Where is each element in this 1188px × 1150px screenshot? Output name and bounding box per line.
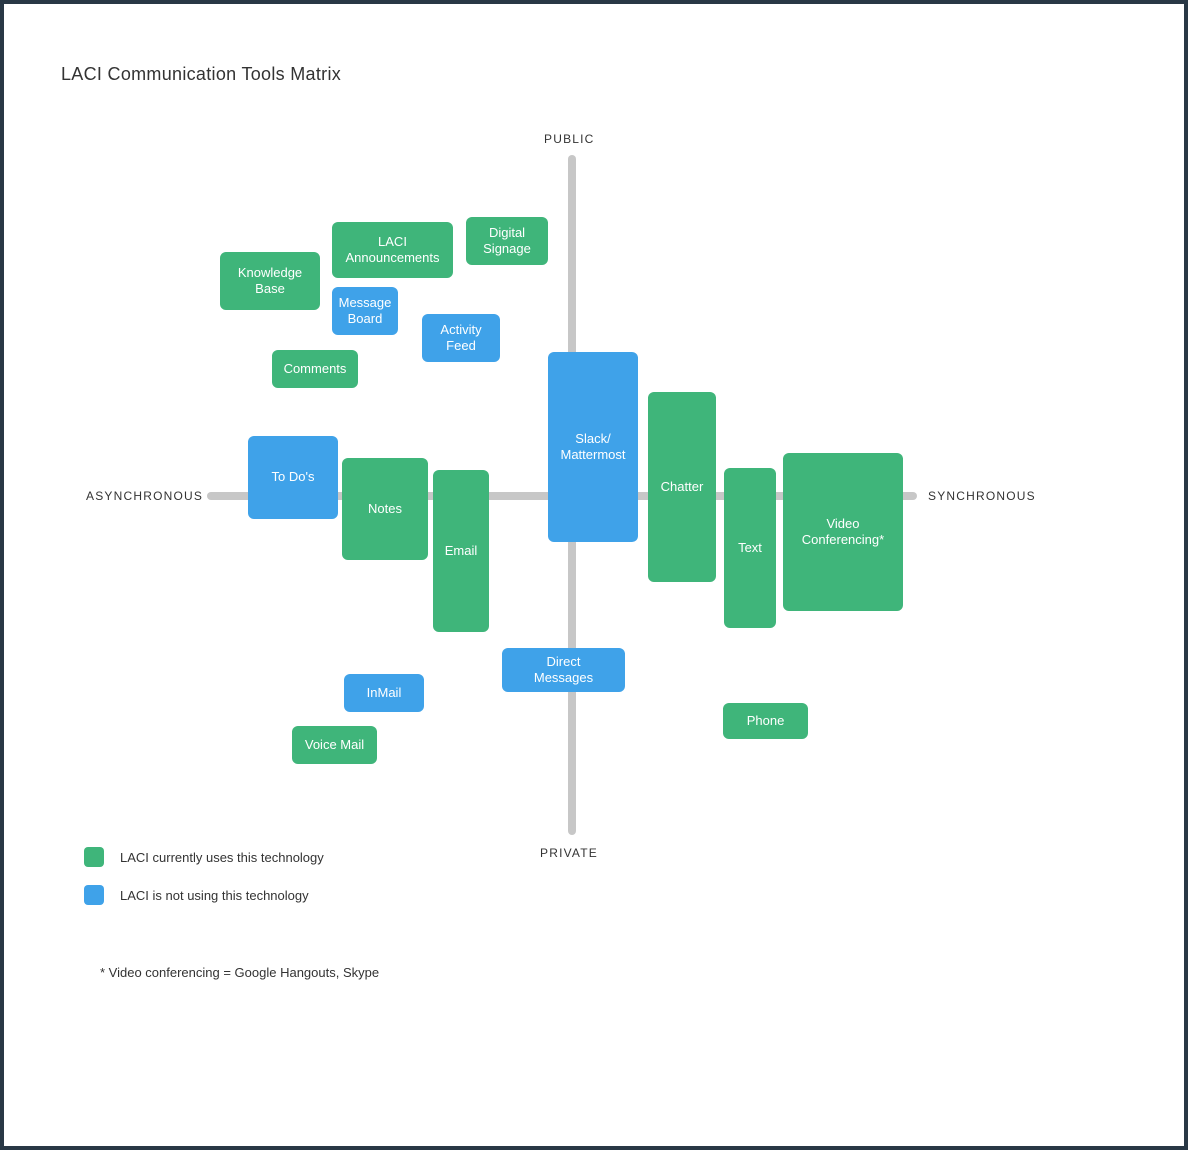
node-video-conferencing: Video Conferencing*	[783, 453, 903, 611]
legend-label-uses: LACI currently uses this technology	[120, 850, 324, 865]
node-text: Text	[724, 468, 776, 628]
legend-label-not-using: LACI is not using this technology	[120, 888, 309, 903]
axis-label-top: PUBLIC	[544, 132, 595, 146]
footnote: * Video conferencing = Google Hangouts, …	[100, 965, 379, 980]
node-message-board: Message Board	[332, 287, 398, 335]
legend-swatch-not-using	[84, 885, 104, 905]
diagram-frame: LACI Communication Tools Matrix PUBLIC P…	[0, 0, 1188, 1150]
node-notes: Notes	[342, 458, 428, 560]
node-slack-mattermost: Slack/ Mattermost	[548, 352, 638, 542]
legend-item-uses: LACI currently uses this technology	[84, 847, 324, 867]
node-direct-messages: Direct Messages	[502, 648, 625, 692]
axis-label-bottom: PRIVATE	[540, 846, 598, 860]
legend-swatch-uses	[84, 847, 104, 867]
node-chatter: Chatter	[648, 392, 716, 582]
axis-label-right: SYNCHRONOUS	[928, 489, 1036, 503]
node-knowledge-base: Knowledge Base	[220, 252, 320, 310]
node-activity-feed: Activity Feed	[422, 314, 500, 362]
node-digital-signage: Digital Signage	[466, 217, 548, 265]
node-email: Email	[433, 470, 489, 632]
node-voice-mail: Voice Mail	[292, 726, 377, 764]
legend-item-not-using: LACI is not using this technology	[84, 885, 309, 905]
node-inmail: InMail	[344, 674, 424, 712]
node-phone: Phone	[723, 703, 808, 739]
axis-label-left: ASYNCHRONOUS	[86, 489, 203, 503]
node-comments: Comments	[272, 350, 358, 388]
node-laci-announcements: LACI Announcements	[332, 222, 453, 278]
node-todos: To Do's	[248, 436, 338, 519]
